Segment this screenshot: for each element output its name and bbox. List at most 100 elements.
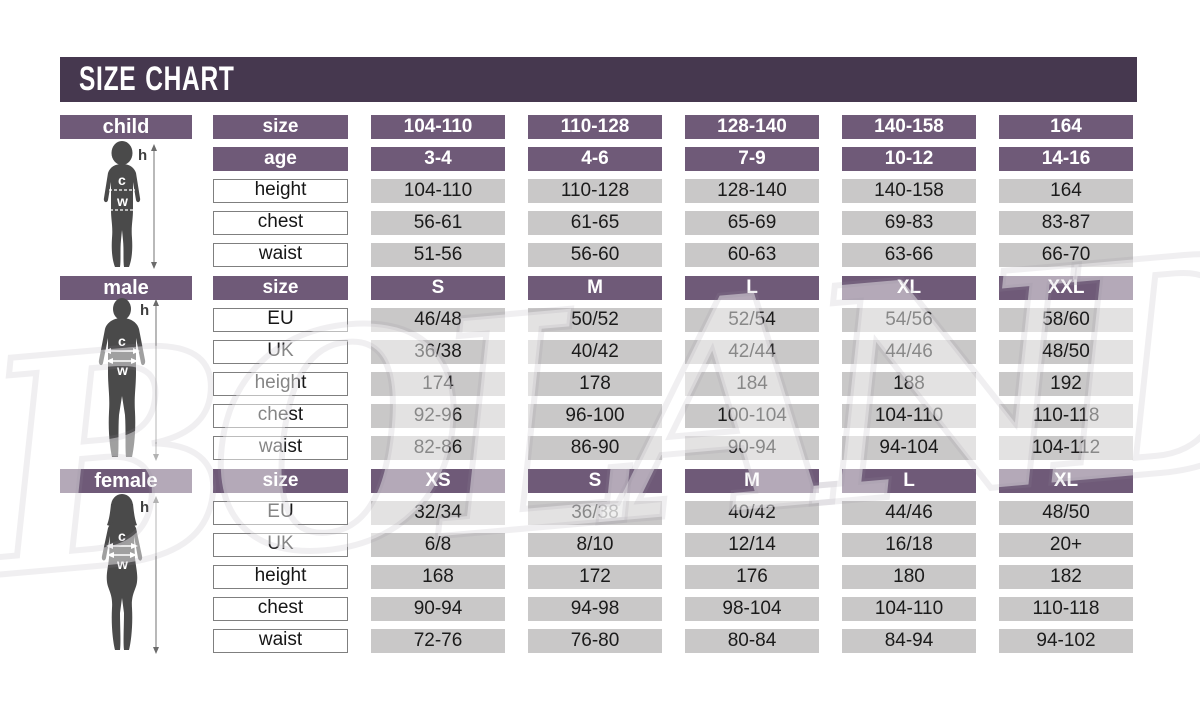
child-age-col3: 7-9 xyxy=(685,147,819,171)
female-EU-col5: 48/50 xyxy=(999,501,1133,525)
male-row-label-UK: UK xyxy=(213,340,348,364)
male-UK-col4: 44/46 xyxy=(842,340,976,364)
male-UK-col1: 36/38 xyxy=(371,340,505,364)
child-age-col1: 3-4 xyxy=(371,147,505,171)
male-chest-col2: 96-100 xyxy=(528,404,662,428)
male-chest-col5: 110-118 xyxy=(999,404,1133,428)
male-chest-letter: c xyxy=(118,333,126,349)
male-height-col1: 174 xyxy=(371,372,505,396)
male-UK-col5: 48/50 xyxy=(999,340,1133,364)
child-height-letter: h xyxy=(138,147,147,164)
male-figure: h c w xyxy=(98,298,159,461)
male-waist-col1: 82-86 xyxy=(371,436,505,460)
female-chest-col4: 104-110 xyxy=(842,597,976,621)
child-height-col1: 104-110 xyxy=(371,179,505,203)
female-waist-col5: 94-102 xyxy=(999,629,1133,653)
child-age-col2: 4-6 xyxy=(528,147,662,171)
male-row-label-waist: waist xyxy=(213,436,348,460)
female-size-col2: S xyxy=(528,469,662,493)
child-size-col4: 140-158 xyxy=(842,115,976,139)
child-waist-col4: 63-66 xyxy=(842,243,976,267)
male-size-col3: L xyxy=(685,276,819,300)
female-size-table: size XS S M L XL EU 32/34 36/38 40/42 44/46 48/50 UK… xyxy=(213,469,1133,653)
male-EU-col2: 50/52 xyxy=(528,308,662,332)
female-waist-col4: 84-94 xyxy=(842,629,976,653)
female-UK-col4: 16/18 xyxy=(842,533,976,557)
male-waist-letter: w xyxy=(116,362,128,378)
child-height-col5: 164 xyxy=(999,179,1133,203)
male-row-label-height: height xyxy=(213,372,348,396)
child-figure: h c w xyxy=(103,141,157,269)
child-waist-letter: w xyxy=(116,193,128,209)
female-UK-col2: 8/10 xyxy=(528,533,662,557)
male-waist-col5: 104-112 xyxy=(999,436,1133,460)
female-chest-col1: 90-94 xyxy=(371,597,505,621)
male-chest-col3: 100-104 xyxy=(685,404,819,428)
male-size-col1: S xyxy=(371,276,505,300)
male-EU-col4: 54/56 xyxy=(842,308,976,332)
male-height-col5: 192 xyxy=(999,372,1133,396)
female-row-label-height: height xyxy=(213,565,348,589)
male-height-letter: h xyxy=(140,302,149,319)
male-UK-col2: 40/42 xyxy=(528,340,662,364)
female-figure: h c w xyxy=(101,494,159,654)
size-chart-title-bar: SIZE CHART xyxy=(60,57,1137,102)
female-row-label-waist: waist xyxy=(213,629,348,653)
male-head xyxy=(113,298,131,320)
female-height-letter: h xyxy=(140,499,149,516)
female-waist-letter: w xyxy=(116,556,128,572)
female-header-label-size: size xyxy=(213,469,348,493)
child-waist-col1: 51-56 xyxy=(371,243,505,267)
female-UK-col1: 6/8 xyxy=(371,533,505,557)
male-size-col5: XXL xyxy=(999,276,1133,300)
child-header-label-age: age xyxy=(213,147,348,171)
female-size-col5: XL xyxy=(999,469,1133,493)
female-size-col1: XS xyxy=(371,469,505,493)
child-size-col5: 164 xyxy=(999,115,1133,139)
section-label-male: male xyxy=(60,276,192,300)
child-chest-col2: 61-65 xyxy=(528,211,662,235)
child-size-col2: 110-128 xyxy=(528,115,662,139)
child-row-label-height: height xyxy=(213,179,348,203)
female-row-label-EU: EU xyxy=(213,501,348,525)
female-chest-col3: 98-104 xyxy=(685,597,819,621)
male-UK-col3: 42/44 xyxy=(685,340,819,364)
child-age-col5: 14-16 xyxy=(999,147,1133,171)
male-size-table: size S M L XL XXL EU 46/48 50/52 52/54 54/56 58/60 U… xyxy=(213,276,1133,460)
female-chest-letter: c xyxy=(118,528,126,544)
male-waist-col3: 90-94 xyxy=(685,436,819,460)
female-waist-col1: 72-76 xyxy=(371,629,505,653)
male-height-col3: 184 xyxy=(685,372,819,396)
female-size-col3: M xyxy=(685,469,819,493)
section-label-female: female xyxy=(60,469,192,493)
child-size-col3: 128-140 xyxy=(685,115,819,139)
child-chest-letter: c xyxy=(118,172,126,188)
male-height-col2: 178 xyxy=(528,372,662,396)
section-label-child: child xyxy=(60,115,192,139)
female-UK-col3: 12/14 xyxy=(685,533,819,557)
female-height-col3: 176 xyxy=(685,565,819,589)
child-height-col3: 128-140 xyxy=(685,179,819,203)
female-chest-col2: 94-98 xyxy=(528,597,662,621)
female-height-col1: 168 xyxy=(371,565,505,589)
male-size-col2: M xyxy=(528,276,662,300)
female-waist-col3: 80-84 xyxy=(685,629,819,653)
female-hair xyxy=(107,504,137,527)
female-EU-col4: 44/46 xyxy=(842,501,976,525)
male-waist-col4: 94-104 xyxy=(842,436,976,460)
female-size-col4: L xyxy=(842,469,976,493)
child-waist-col2: 56-60 xyxy=(528,243,662,267)
child-chest-col3: 65-69 xyxy=(685,211,819,235)
child-size-table: size 104-110 110-128 128-140 140-158 164 age 3-… xyxy=(213,115,1133,267)
female-EU-col1: 32/34 xyxy=(371,501,505,525)
child-age-col4: 10-12 xyxy=(842,147,976,171)
male-height-col4: 188 xyxy=(842,372,976,396)
female-UK-col5: 20+ xyxy=(999,533,1133,557)
male-chest-col1: 92-96 xyxy=(371,404,505,428)
female-EU-col2: 36/38 xyxy=(528,501,662,525)
male-EU-col3: 52/54 xyxy=(685,308,819,332)
female-waist-col2: 76-80 xyxy=(528,629,662,653)
male-waist-col2: 86-90 xyxy=(528,436,662,460)
child-row-label-waist: waist xyxy=(213,243,348,267)
male-chest-col4: 104-110 xyxy=(842,404,976,428)
